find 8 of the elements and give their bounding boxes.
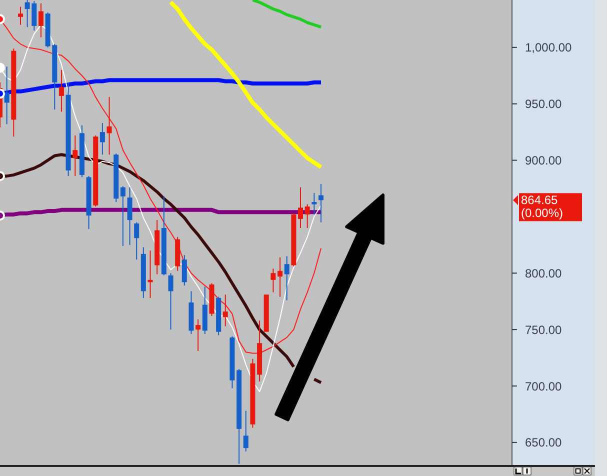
y-tick-label: 900.00 (525, 154, 562, 168)
y-tick-label: 650.00 (525, 436, 562, 450)
y-tick-label: 1,000.00 (525, 40, 572, 55)
y-tick-label: 700.00 (525, 379, 562, 394)
y-tick-label: 800.00 (525, 266, 562, 280)
y-tick-label: 950.00 (525, 97, 562, 112)
text: 864.65 (0.00%) (521, 193, 564, 220)
y-tick-label: 750.00 (525, 322, 562, 337)
